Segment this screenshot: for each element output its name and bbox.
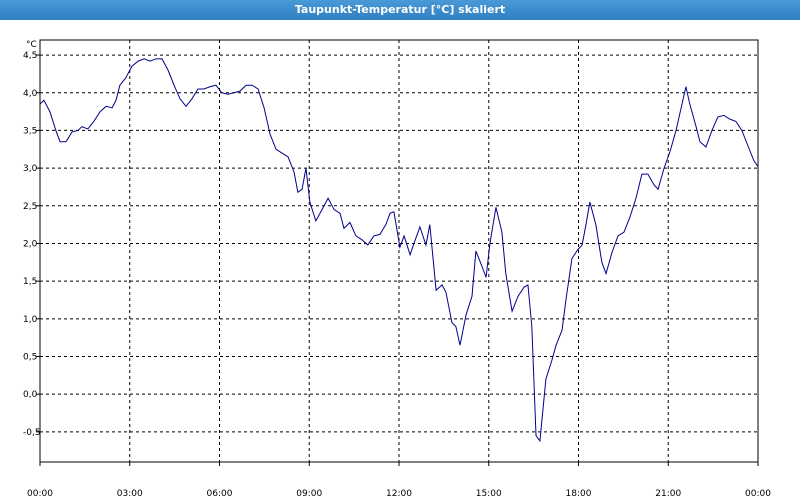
y-tick-label: 4,5 xyxy=(23,51,37,61)
y-tick-label: 1,0 xyxy=(23,315,38,325)
y-tick-label: 0,5 xyxy=(23,353,37,363)
y-tick-label: 0,0 xyxy=(23,390,38,400)
y-tick-label: 4,0 xyxy=(23,89,38,99)
y-tick-label: 2,0 xyxy=(23,239,38,249)
title-bar: Taupunkt-Temperatur [°C] skaliert xyxy=(0,0,800,20)
y-tick-label: 2,5 xyxy=(23,202,37,212)
y-axis-label: °C xyxy=(26,40,37,50)
x-tick-label: 21:00 xyxy=(655,489,681,499)
y-tick-label: -0,5 xyxy=(23,428,41,438)
data-line xyxy=(39,58,759,443)
y-tick-label: 1,5 xyxy=(23,277,37,287)
y-tick-label: 3,0 xyxy=(23,164,38,174)
y-tick-label: 3,5 xyxy=(23,126,37,136)
x-tick-label: 18:00 xyxy=(566,489,592,499)
x-tick-label: 00:00 xyxy=(27,489,53,499)
x-tick-label: 03:00 xyxy=(117,489,143,499)
x-tick-label: 15:00 xyxy=(476,489,502,499)
x-tick-label: 06:00 xyxy=(207,489,233,499)
x-tick-label: 09:00 xyxy=(296,489,322,499)
x-tick-label: 00:00 xyxy=(745,489,771,499)
x-tick-label: 12:00 xyxy=(386,489,412,499)
chart: °C -0,5 0,0 0,5 1,0 1,5 2,0 2,5 3,0 3,5 4,0 4,5 00:… xyxy=(23,39,771,499)
